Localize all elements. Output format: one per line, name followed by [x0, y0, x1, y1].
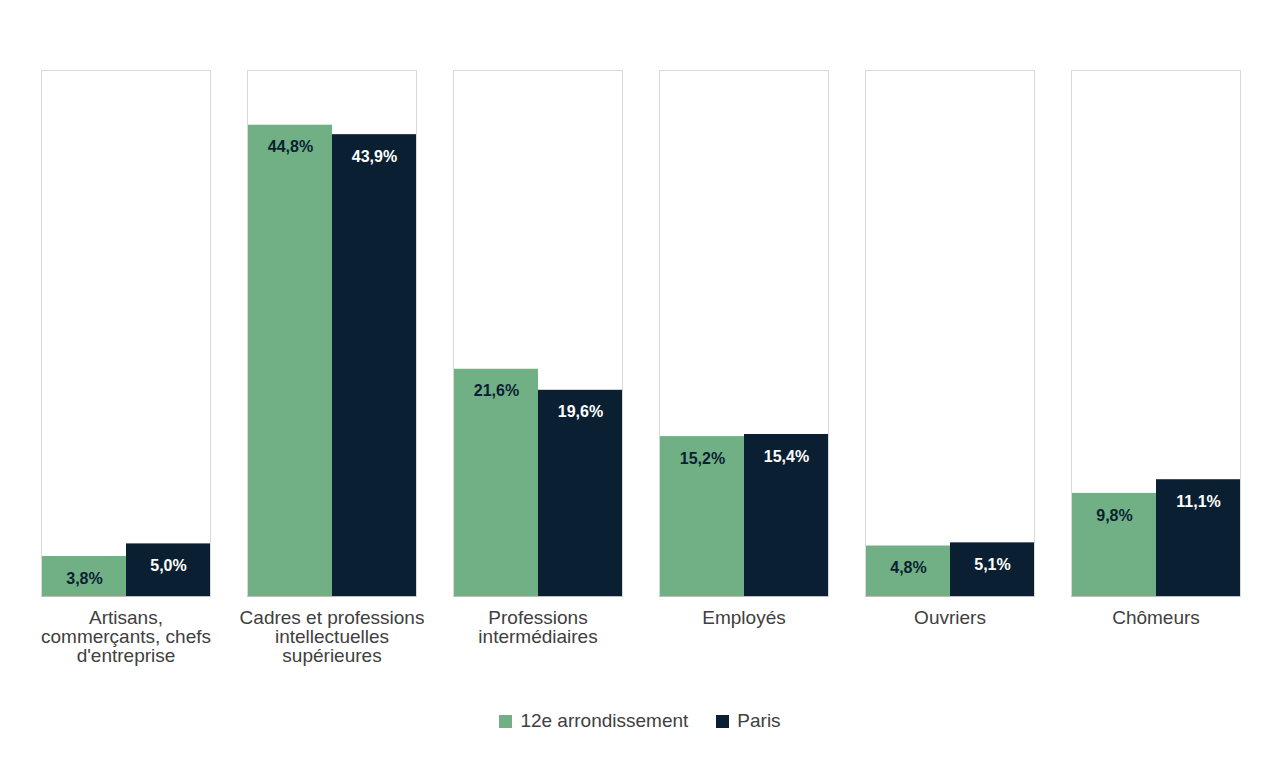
svg-text:43,9%: 43,9%	[352, 148, 397, 165]
html-text:12e arrondissement: 12e arrondissement	[520, 710, 689, 731]
svg-text:21,6%: 21,6%	[474, 382, 519, 399]
svg-text:Employés: Employés	[702, 607, 785, 628]
svg-text:15,4%: 15,4%	[764, 448, 809, 465]
svg-text:9,8%: 9,8%	[1096, 507, 1132, 524]
svg-text:Professionsintermédiaires: Professionsintermédiaires	[478, 607, 597, 647]
svg-text:4,8%: 4,8%	[890, 559, 926, 576]
svg-text:19,6%: 19,6%	[558, 403, 603, 420]
svg-text:Cadres et professionsintellect: Cadres et professionsintellectuellessupé…	[240, 607, 425, 666]
svg-text:5,1%: 5,1%	[974, 556, 1010, 573]
svg-text:11,1%: 11,1%	[1176, 493, 1220, 510]
html-text:Paris: Paris	[737, 710, 781, 731]
svg-text:15,2%: 15,2%	[680, 450, 725, 467]
svg-text:Ouvriers: Ouvriers	[914, 607, 986, 628]
svg-text:5,0%: 5,0%	[150, 557, 186, 574]
svg-text:Artisans,commerçants, chefsd'e: Artisans,commerçants, chefsd'entreprise	[41, 607, 211, 666]
svg-text:3,8%: 3,8%	[66, 570, 102, 587]
svg-text:Chômeurs: Chômeurs	[1112, 607, 1200, 628]
svg-text:44,8%: 44,8%	[268, 138, 313, 155]
